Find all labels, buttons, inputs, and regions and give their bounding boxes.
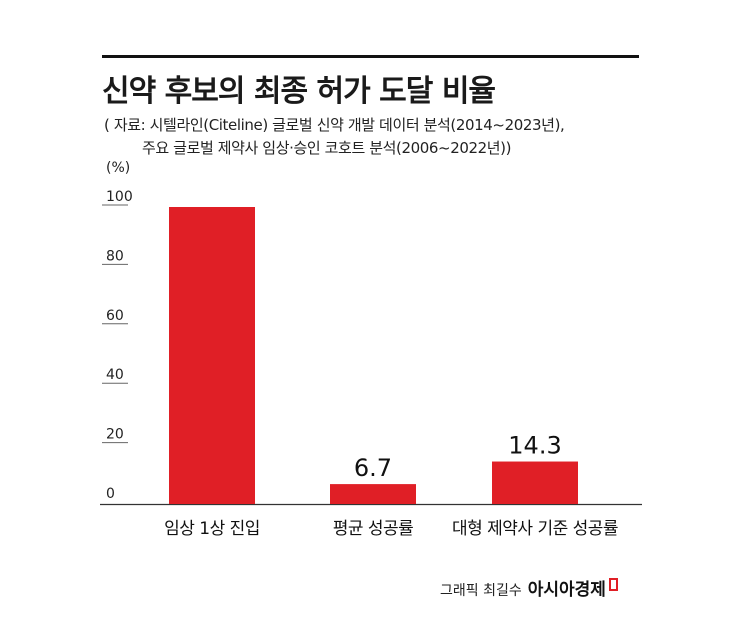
bar <box>169 207 255 504</box>
bar-chart: 0 20 40 60 80 100 임상 1상 진입 6.7 평균 성공률 14.3 대형 제약사 … <box>100 189 642 539</box>
x-tick-label: 대형 제약사 기준 성공률 <box>452 519 618 539</box>
y-tick-label: 20 <box>106 427 124 443</box>
brand-logo-text: 아시아경제 <box>527 580 606 600</box>
bar <box>330 484 416 504</box>
x-tick-label: 임상 1상 진입 <box>164 519 260 539</box>
data-label: 6.7 <box>354 454 392 482</box>
x-tick-label: 평균 성공률 <box>333 519 414 539</box>
y-tick-label: 0 <box>106 486 115 502</box>
bar <box>492 461 578 504</box>
graphic-credit: 그래픽 최길수 <box>440 583 522 599</box>
chart-title: 신약 후보의 최종 허가 도달 비율 <box>102 74 496 109</box>
source-note: ( 자료: 시텔라인(Citeline) 글로벌 신약 개발 데이터 분석(20… <box>104 114 565 160</box>
y-tick-label: 40 <box>106 367 124 383</box>
title-rule <box>102 55 639 58</box>
source-line-2: 주요 글로벌 제약사 임상·승인 코호트 분석(2006~2022년)) <box>142 139 512 157</box>
data-label: 14.3 <box>508 432 561 460</box>
y-axis-unit: (%) <box>106 160 131 176</box>
y-tick-label: 60 <box>106 308 124 324</box>
source-line-1: ( 자료: 시텔라인(Citeline) 글로벌 신약 개발 데이터 분석(20… <box>104 116 565 134</box>
credit: 그래픽 최길수 아시아경제 <box>440 575 618 600</box>
y-tick-label: 100 <box>106 189 133 205</box>
y-tick-label: 80 <box>106 248 124 264</box>
brand-mark-icon <box>608 578 618 591</box>
